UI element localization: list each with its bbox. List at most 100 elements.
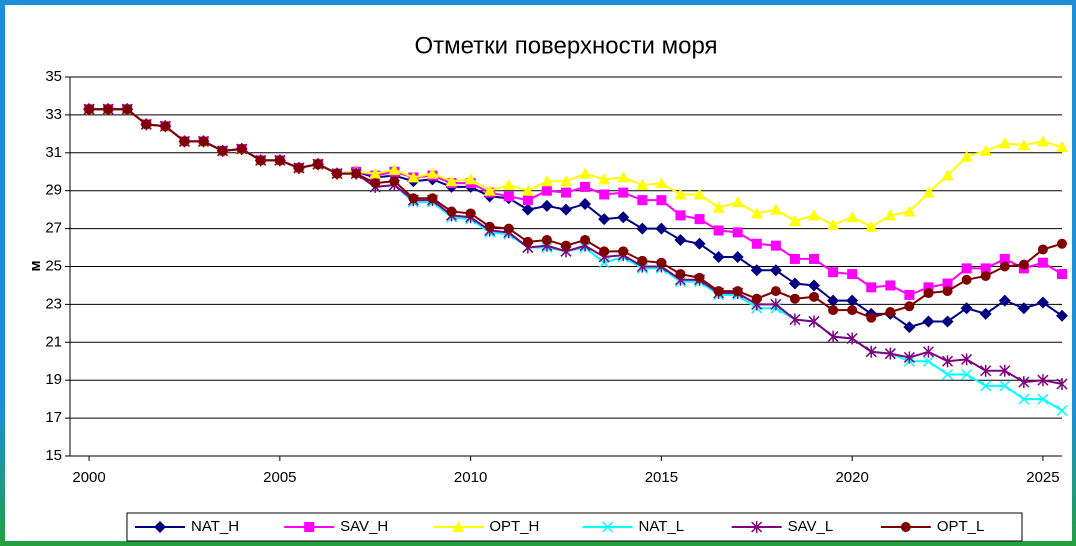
marker bbox=[1037, 393, 1049, 405]
x-tick-label: 2000 bbox=[72, 469, 105, 486]
y-tick-label: 25 bbox=[45, 257, 62, 274]
marker bbox=[922, 186, 935, 198]
marker bbox=[522, 195, 533, 206]
marker bbox=[1037, 257, 1048, 268]
marker bbox=[618, 246, 629, 257]
marker bbox=[999, 364, 1011, 377]
marker bbox=[808, 209, 820, 221]
x-tick-label: 2010 bbox=[454, 469, 487, 486]
marker bbox=[999, 380, 1011, 392]
y-tick-label: 21 bbox=[45, 333, 62, 350]
x-tick-label: 2025 bbox=[1026, 469, 1059, 486]
marker bbox=[274, 155, 285, 166]
marker bbox=[427, 193, 438, 204]
marker bbox=[960, 302, 973, 315]
marker bbox=[1056, 377, 1068, 390]
marker bbox=[1037, 244, 1048, 255]
marker bbox=[827, 218, 840, 230]
marker bbox=[731, 196, 744, 208]
marker bbox=[579, 197, 592, 210]
marker bbox=[141, 119, 152, 130]
marker bbox=[846, 294, 859, 307]
marker bbox=[1018, 259, 1029, 270]
marker bbox=[979, 307, 992, 320]
marker bbox=[522, 236, 533, 247]
chart-area bbox=[5, 5, 1072, 541]
marker bbox=[828, 267, 839, 278]
marker bbox=[694, 272, 705, 283]
marker bbox=[884, 347, 896, 360]
marker bbox=[617, 171, 630, 183]
marker bbox=[636, 179, 649, 191]
marker bbox=[502, 179, 515, 191]
marker bbox=[980, 270, 991, 281]
marker bbox=[732, 286, 743, 297]
marker bbox=[922, 355, 934, 367]
marker bbox=[540, 199, 553, 212]
marker bbox=[521, 203, 534, 216]
marker bbox=[904, 301, 915, 312]
marker bbox=[770, 286, 781, 297]
legend-label: SAV_L bbox=[788, 518, 834, 535]
marker bbox=[601, 521, 614, 533]
marker bbox=[885, 280, 896, 291]
marker bbox=[923, 288, 934, 299]
marker bbox=[866, 282, 877, 293]
marker bbox=[561, 240, 571, 251]
marker bbox=[922, 345, 934, 358]
marker bbox=[712, 201, 725, 213]
marker bbox=[560, 203, 572, 216]
marker bbox=[769, 203, 782, 215]
marker bbox=[160, 121, 171, 132]
marker bbox=[922, 315, 935, 328]
marker bbox=[1056, 404, 1068, 417]
y-tick-label: 15 bbox=[45, 447, 62, 464]
marker bbox=[541, 234, 552, 245]
marker bbox=[446, 206, 457, 217]
marker bbox=[847, 305, 858, 316]
legend-label: NAT_H bbox=[191, 518, 239, 535]
marker bbox=[732, 227, 743, 238]
marker bbox=[637, 195, 648, 206]
marker bbox=[503, 191, 514, 202]
marker bbox=[617, 211, 630, 224]
marker bbox=[445, 175, 458, 187]
marker bbox=[884, 209, 897, 221]
marker bbox=[885, 306, 896, 317]
marker bbox=[655, 222, 668, 235]
marker bbox=[1057, 269, 1067, 280]
marker bbox=[1017, 139, 1030, 151]
marker bbox=[693, 188, 706, 200]
marker bbox=[979, 144, 992, 156]
legend-label: OPT_L bbox=[937, 518, 985, 535]
marker bbox=[599, 189, 610, 200]
marker bbox=[731, 251, 744, 264]
marker bbox=[770, 240, 781, 251]
marker bbox=[618, 187, 629, 198]
x-tick-label: 2015 bbox=[645, 469, 678, 486]
marker bbox=[579, 167, 592, 179]
marker bbox=[1018, 376, 1030, 389]
marker bbox=[788, 215, 801, 227]
marker bbox=[808, 315, 820, 328]
y-tick-label: 31 bbox=[45, 144, 62, 161]
marker bbox=[503, 223, 514, 234]
marker bbox=[809, 253, 819, 264]
marker bbox=[560, 175, 572, 187]
marker bbox=[464, 173, 477, 185]
marker bbox=[483, 184, 496, 196]
marker bbox=[998, 137, 1011, 149]
marker bbox=[388, 163, 401, 175]
marker bbox=[313, 159, 323, 170]
series-line bbox=[89, 108, 1063, 319]
marker bbox=[961, 263, 972, 274]
marker bbox=[674, 233, 687, 246]
marker bbox=[179, 136, 190, 147]
marker bbox=[693, 237, 706, 250]
marker bbox=[865, 220, 878, 232]
marker bbox=[675, 269, 686, 280]
marker bbox=[961, 353, 973, 366]
x-tick-label: 2020 bbox=[835, 469, 868, 486]
marker bbox=[540, 175, 553, 187]
marker bbox=[827, 294, 840, 307]
